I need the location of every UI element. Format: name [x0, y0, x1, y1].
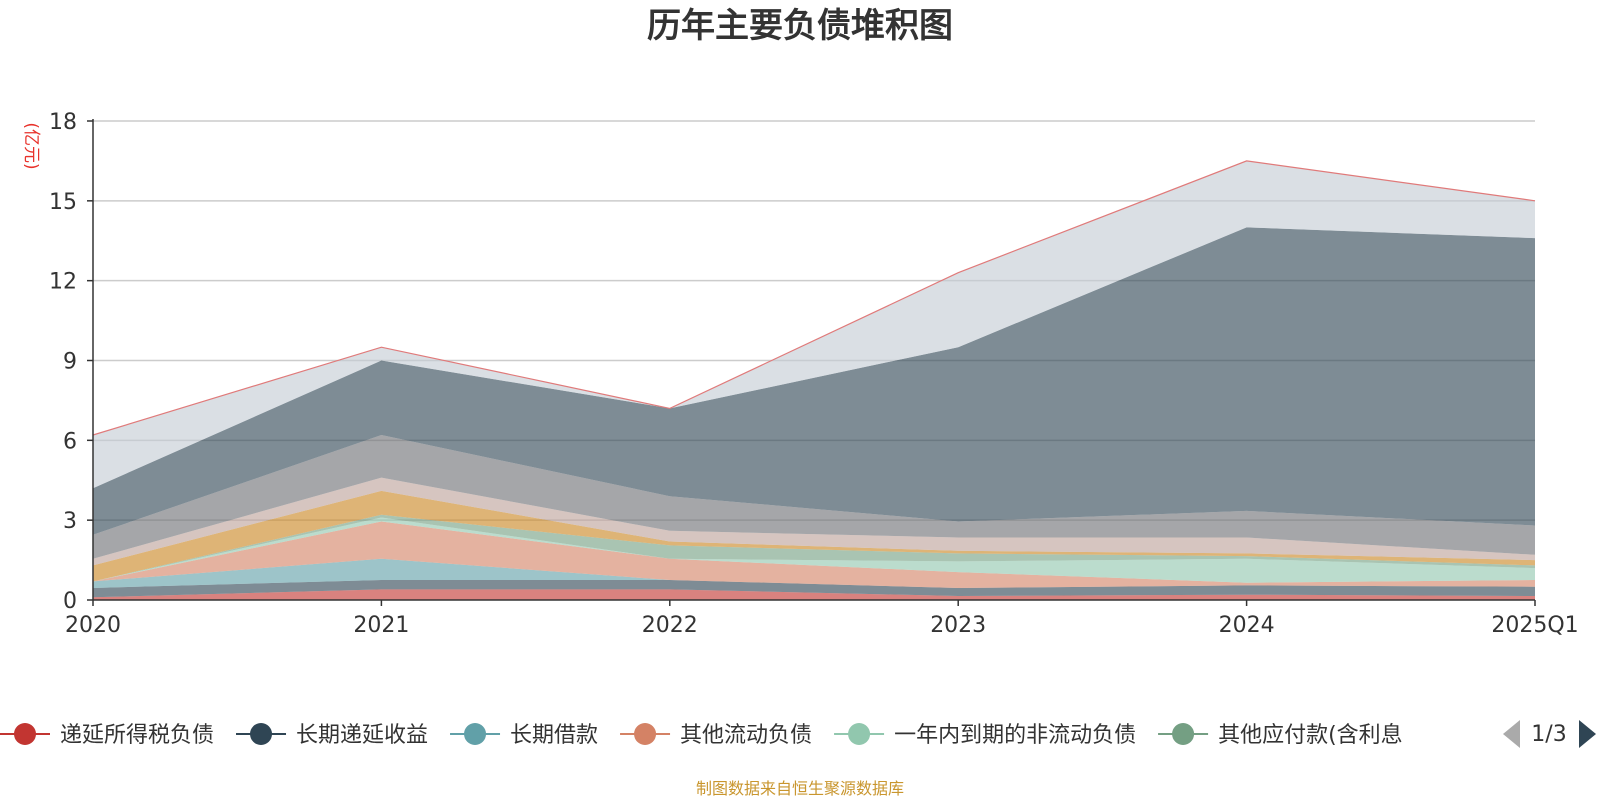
- y-tick-label: 9: [63, 350, 77, 375]
- legend-label: 一年内到期的非流动负债: [894, 723, 1136, 748]
- series-area-10: [93, 160, 1535, 489]
- axes: [92, 119, 1535, 601]
- legend-circle-marker: [848, 723, 871, 745]
- legend-circle-marker: [1172, 723, 1195, 745]
- series-area-3: [93, 521, 1535, 588]
- series-area-6: [93, 490, 1535, 582]
- x-tick-labels: 2020 2021 2022 2023 2024 2025Q1: [65, 600, 1579, 638]
- legend-item[interactable]: 长期借款: [450, 723, 598, 748]
- total-outline: [92, 160, 1536, 436]
- chart-title: 历年主要负债堆积图: [647, 6, 953, 46]
- y-tick-labels: 0 3 6 9 12 15 18: [49, 110, 77, 614]
- x-tick-label: 2023: [930, 613, 986, 638]
- y-tick-label: 3: [63, 509, 77, 534]
- legend-circle-marker: [464, 723, 487, 745]
- y-tick-label: 15: [49, 190, 77, 215]
- legend-circle-marker: [250, 723, 273, 745]
- legend-item[interactable]: 其他应付款(含利息: [1158, 723, 1403, 748]
- legend-item[interactable]: 长期递延收益: [236, 723, 428, 748]
- x-tick-label: 2025Q1: [1491, 613, 1578, 638]
- legend-next-icon[interactable]: [1579, 720, 1596, 748]
- legend: 递延所得税负债 长期递延收益 长期借款 其他流动负债 一年内到期的非流动负债 其他应付款(…: [0, 723, 1403, 748]
- series-area-7: [93, 477, 1535, 566]
- legend-pager: 1/3: [1503, 720, 1596, 748]
- y-tick-label: 12: [49, 270, 77, 295]
- legend-label: 其他流动负债: [680, 723, 812, 748]
- legend-item[interactable]: 一年内到期的非流动负债: [834, 723, 1136, 748]
- x-tick-label: 2020: [65, 613, 121, 638]
- legend-label: 其他应付款(含利息: [1218, 723, 1403, 748]
- y-unit-label: (亿元): [21, 122, 41, 169]
- series-area-2: [93, 558, 1535, 588]
- legend-label: 长期借款: [510, 723, 598, 748]
- legend-page-indicator: 1/3: [1531, 722, 1566, 747]
- stacked-areas: [92, 160, 1536, 600]
- y-tick-label: 0: [63, 589, 77, 614]
- series-area-8: [93, 435, 1535, 559]
- y-tick-label: 6: [63, 429, 77, 454]
- legend-prev-icon[interactable]: [1503, 720, 1520, 748]
- legend-circle-marker: [14, 723, 36, 745]
- data-source-note: 制图数据来自恒生聚源数据库: [696, 779, 904, 798]
- series-area-9: [93, 227, 1535, 535]
- legend-item[interactable]: 递延所得税负债: [0, 723, 214, 748]
- legend-label: 长期递延收益: [296, 723, 428, 748]
- x-tick-label: 2021: [353, 613, 409, 638]
- series-area-4: [93, 517, 1535, 583]
- legend-circle-marker: [634, 723, 657, 745]
- legend-label: 递延所得税负债: [60, 723, 214, 748]
- series-area-0: [93, 589, 1535, 600]
- x-tick-label: 2022: [642, 613, 698, 638]
- series-area-1: [93, 580, 1535, 598]
- legend-item[interactable]: 其他流动负债: [620, 723, 812, 748]
- x-tick-label: 2024: [1219, 613, 1275, 638]
- y-tick-label: 18: [49, 110, 77, 135]
